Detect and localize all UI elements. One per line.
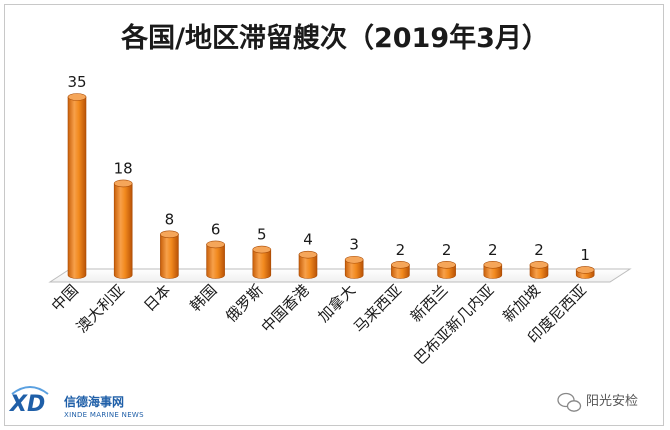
- data-label-6: 4: [303, 231, 313, 249]
- data-label-group: 35 18 8 6 5 4 3 2 2 2 2 1: [67, 73, 590, 264]
- data-label-1: 35: [67, 73, 86, 91]
- bar-6: [298, 250, 318, 279]
- logo-subtitle: XINDE MARINE NEWS: [64, 411, 144, 419]
- data-label-12: 1: [580, 246, 590, 264]
- logo-swoosh-icon: [11, 386, 49, 395]
- data-label-7: 3: [349, 236, 359, 254]
- bar-7: [344, 255, 364, 279]
- category-label-3: 日本: [140, 281, 174, 315]
- bar-8: [391, 261, 410, 279]
- category-label-10: 巴布亚新几内亚: [411, 281, 498, 368]
- category-label-9: 新西兰: [407, 281, 452, 326]
- category-label-8: 马来西亚: [350, 281, 405, 336]
- logo-name: 信德海事网: [64, 394, 124, 409]
- bar-group: [67, 93, 595, 279]
- bar-3: [160, 230, 179, 279]
- data-label-2: 18: [114, 159, 133, 177]
- watermark-text: 阳光安检: [586, 394, 638, 409]
- bar-5: [252, 245, 272, 279]
- bar-1: [67, 93, 87, 279]
- bar-4: [206, 240, 225, 279]
- bar-11: [529, 261, 549, 279]
- data-label-10: 2: [488, 241, 498, 259]
- logo-mark: XD: [8, 392, 45, 417]
- bar-10: [483, 261, 503, 279]
- wechat-icon: [557, 392, 582, 412]
- bar-2: [113, 179, 133, 279]
- data-label-11: 2: [534, 241, 544, 259]
- bar-12: [575, 266, 595, 279]
- data-label-4: 6: [211, 220, 221, 238]
- category-label-1: 中国: [48, 281, 82, 315]
- category-label-6: 中国香港: [258, 281, 313, 336]
- data-label-5: 5: [257, 226, 267, 244]
- data-label-9: 2: [442, 241, 452, 259]
- data-label-8: 2: [396, 241, 406, 259]
- data-label-3: 8: [165, 210, 175, 228]
- category-label-7: 加拿大: [314, 281, 359, 326]
- chart-title: 各国/地区滞留艘次（2019年3月）: [120, 22, 549, 54]
- category-label-4: 韩国: [186, 281, 220, 315]
- watermark: 阳光安检: [557, 392, 638, 412]
- logo: XD 信德海事网 XINDE MARINE NEWS: [8, 386, 144, 419]
- category-label-11: 新加坡: [499, 281, 544, 326]
- category-label-5: 俄罗斯: [222, 281, 267, 326]
- category-label-2: 澳大利亚: [73, 281, 128, 336]
- bar-9: [437, 261, 456, 279]
